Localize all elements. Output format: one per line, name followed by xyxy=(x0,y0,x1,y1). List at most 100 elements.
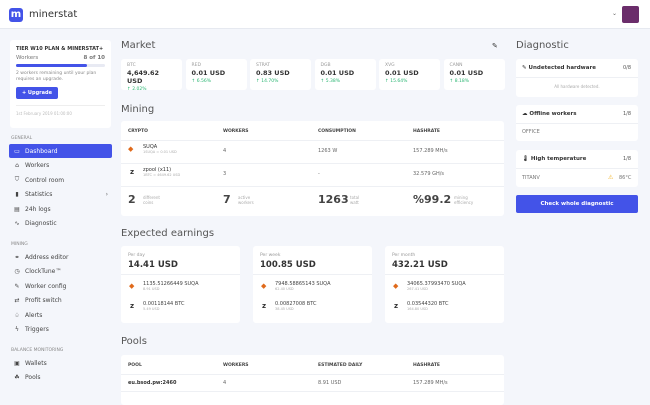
change: ↑ 14.70% xyxy=(256,79,279,84)
suqa-amount: 7948.58865143 SUQA xyxy=(275,281,331,287)
market-card-xvg[interactable]: XVG 0.01 USD ↑ 15.64% xyxy=(379,59,440,90)
sidebar-item-label: Alerts xyxy=(25,311,43,319)
plan-date: 1st February 2019 01:00:00 xyxy=(16,105,105,116)
sidebar-item-worker-config[interactable]: ✎ Worker config xyxy=(9,279,112,293)
sidebar-item-triggers[interactable]: ϟ Triggers xyxy=(9,323,112,337)
offline-count: 1/8 xyxy=(622,111,631,117)
price: 4,649.62 USD xyxy=(127,69,160,85)
address-icon: ⚭ xyxy=(14,253,20,261)
offline-worker: OFFICE xyxy=(522,129,540,135)
sidebar-item-diagnostic[interactable]: ∿ Diagnostic xyxy=(9,217,112,231)
offline-workers-card[interactable]: ☁ Offline workers 1/8 OFFICE xyxy=(516,105,638,141)
high-temperature-card[interactable]: 🌡 High temperature 1/8 TITANV ⚠ 86°C xyxy=(516,150,638,187)
log-icon: ▤ xyxy=(14,205,20,213)
symbol: XVG xyxy=(385,63,395,68)
zpool-icon: z xyxy=(394,302,399,310)
zpool-icon: z xyxy=(130,168,135,176)
section-balance: BALANCE MONITORING xyxy=(11,348,64,353)
sidebar-item-workers[interactable]: ⌂ Workers xyxy=(9,159,112,173)
workers-progress xyxy=(16,64,105,67)
chevron-right-icon: › xyxy=(105,191,108,198)
symbol: CANN xyxy=(449,63,463,68)
logo[interactable]: m xyxy=(9,8,23,22)
sidebar-item-alerts[interactable]: ♤ Alerts xyxy=(9,308,112,322)
hashrate: 157.289 MH/s xyxy=(413,148,448,154)
undetected-count: 0/8 xyxy=(622,65,631,71)
btc-amount: 0.00827008 BTC xyxy=(275,301,317,307)
wrench-icon: ✎ xyxy=(14,282,20,290)
price: 0.01 USD xyxy=(191,69,226,77)
suqa-icon: ◆ xyxy=(129,282,135,290)
sidebar-item-pools[interactable]: ☘ Pools xyxy=(9,371,112,385)
col-workers: WORKERS xyxy=(223,129,249,134)
mining-title: Mining xyxy=(121,104,155,115)
col-hashrate: HASHRATE xyxy=(413,363,440,368)
undetected-hardware-card[interactable]: ✎ Undetected hardware 0/8 All hardware d… xyxy=(516,59,638,97)
market-card-dgb[interactable]: DGB 0.01 USD ↑ 5.38% xyxy=(314,59,376,90)
col-pool: POOL xyxy=(128,363,142,368)
hashrate: 157.289 MH/s xyxy=(413,380,448,386)
sidebar-item-label: Pools xyxy=(25,374,41,381)
trigger-icon: ϟ xyxy=(15,326,19,333)
sidebar-item-label: Triggers xyxy=(25,326,49,333)
switch-icon: ⇄ xyxy=(14,297,20,304)
summary-watt-label: total watt xyxy=(350,195,360,205)
market-card-cann[interactable]: CANN 0.01 USD ↑ 8.18% xyxy=(443,59,505,90)
market-title: Market xyxy=(121,40,156,51)
consumption: 1263 W xyxy=(318,148,338,154)
avatar[interactable] xyxy=(622,6,639,23)
app-name: minerstat xyxy=(29,9,78,20)
summary-workers-label: active workers xyxy=(238,195,254,205)
usd-amount: 14.41 USD xyxy=(128,260,178,270)
sidebar-item-label: Diagnostic xyxy=(25,220,57,227)
symbol: DGB xyxy=(320,63,331,68)
estimated-daily: 8.91 USD xyxy=(318,380,342,386)
suqa-amount: 34065.37993470 SUQA xyxy=(407,281,466,287)
crypto-name: SUQA xyxy=(143,144,158,150)
btc-usd: 38.45 USD xyxy=(275,307,294,311)
market-card-red[interactable]: RED 0.01 USD ↑ 6.56% xyxy=(185,59,247,90)
sidebar-item-label: Workers xyxy=(25,162,50,169)
sidebar-item-address-editor[interactable]: ⚭ Address editor xyxy=(9,250,112,264)
crypto-rate: 1BTC = 4649.62 USD xyxy=(143,173,181,177)
summary-coins: 2 xyxy=(128,193,136,206)
chevron-down-icon[interactable]: ⌄ xyxy=(612,10,618,17)
earnings-card: Per month 432.21 USD ◆ 34065.37993470 SUQ… xyxy=(385,246,504,323)
wallet-icon: ▣ xyxy=(14,359,20,367)
shield-icon: ⛉ xyxy=(14,176,20,183)
sidebar-item-wallets[interactable]: ▣ Wallets xyxy=(9,356,112,370)
workers-icon: ⌂ xyxy=(15,162,19,169)
check-diagnostic-button[interactable]: Check whole diagnostic xyxy=(516,195,638,213)
btc-usd: 5.49 USD xyxy=(143,307,160,311)
hashrate: 32.579 GH/s xyxy=(413,171,445,177)
sidebar-item-label: Control room xyxy=(25,176,65,184)
mining-table: CRYPTO WORKERS CONSUMPTION HASHRATE ◆ SU… xyxy=(121,121,504,216)
suqa-amount: 1135.51266449 SUQA xyxy=(143,281,199,287)
col-workers: WORKERS xyxy=(223,363,249,368)
sidebar-item-dashboard[interactable]: ▭ Dashboard xyxy=(9,144,112,158)
col-estimated-daily: ESTIMATED DAILY xyxy=(318,363,363,368)
summary-efficiency-label: mining efficiency xyxy=(454,195,474,205)
workers-count: 8 of 10 xyxy=(83,55,105,61)
undetected-body: All hardware detected. xyxy=(554,84,600,89)
section-mining: MINING xyxy=(11,242,28,247)
change: ↑ 15.64% xyxy=(385,79,408,84)
market-card-btc[interactable]: BTC 4,649.62 USD ↑ 2.02% xyxy=(121,59,182,92)
sidebar-item-24h-logs[interactable]: ▤ 24h logs xyxy=(9,202,112,216)
gauge-icon: ◷ xyxy=(14,268,20,275)
sidebar-item-profit-switch[interactable]: ⇄ Profit switch xyxy=(9,294,112,308)
earnings-card: Per day 14.41 USD ◆ 1135.51266449 SUQA 8.9… xyxy=(121,246,240,323)
sidebar-item-statistics[interactable]: ▮ Statistics › xyxy=(9,188,112,202)
btc-amount: 0.00118144 BTC xyxy=(143,301,185,307)
pulse-icon: ∿ xyxy=(14,220,20,227)
wrench-icon: ✎ xyxy=(522,65,529,71)
plan-note: 2 workers remaining until your plan requ… xyxy=(16,71,97,82)
cloud-icon: ☁ xyxy=(522,111,530,117)
workers: 4 xyxy=(223,148,227,154)
sidebar-item-clocktune[interactable]: ◷ ClockTune™ xyxy=(9,265,112,279)
upgrade-button[interactable]: + Upgrade xyxy=(16,87,58,99)
sidebar-item-control-room[interactable]: ⛉ Control room xyxy=(9,173,112,187)
market-card-strat[interactable]: STRAT 0.83 USD ↑ 14.70% xyxy=(250,59,311,90)
edit-icon[interactable]: ✎ xyxy=(492,42,498,50)
suqa-icon: ◆ xyxy=(261,282,267,290)
